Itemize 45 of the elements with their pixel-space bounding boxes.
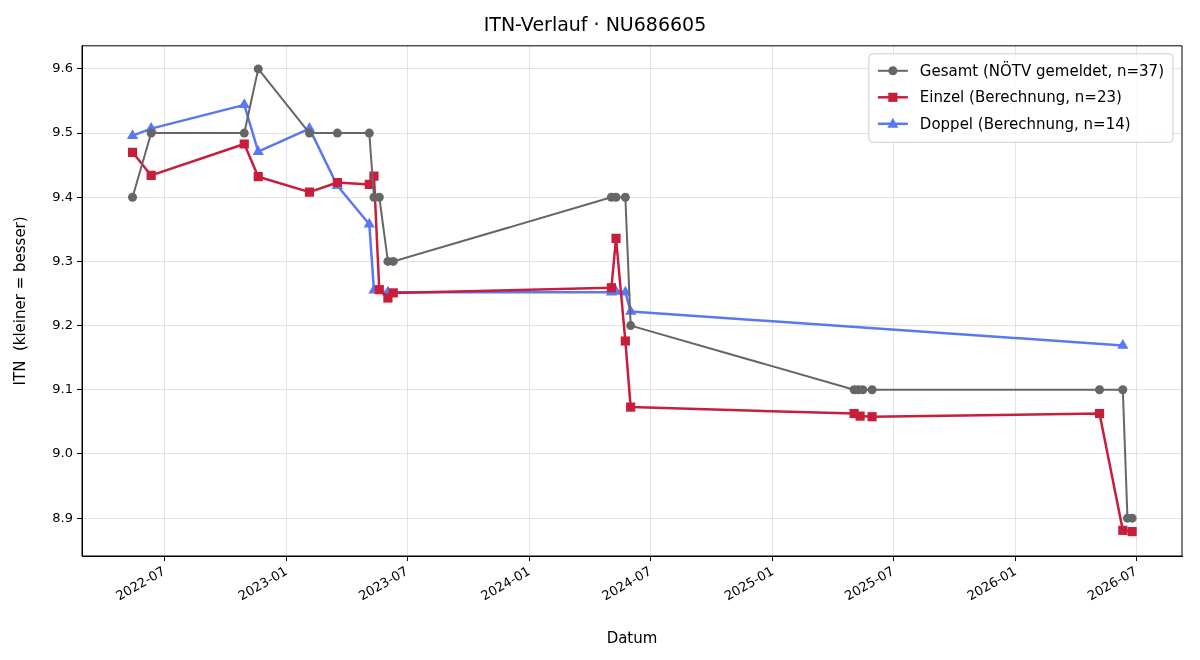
point [304,187,315,197]
point [253,64,263,74]
y-tick-label: 9.6 [52,60,73,76]
legend-label: Doppel (Berechnung, n=14) [919,114,1131,133]
point [146,170,156,181]
point [855,411,865,421]
point [374,285,384,295]
point [238,98,250,109]
point [127,147,138,157]
point [1118,385,1128,395]
point [239,139,249,149]
y-tick-label: 9.0 [52,445,73,461]
legend-label: Einzel (Berechnung, n=23) [919,88,1122,107]
chart-title: ITN-Verlauf · NU686605 [483,13,707,36]
point [867,412,877,422]
legend-label: Gesamt (NÖTV gemeldet, n=37) [919,60,1165,80]
point [611,233,621,243]
point [1095,385,1105,395]
point [304,128,314,138]
point [1127,527,1137,537]
point [252,145,264,155]
point [239,128,249,138]
point [128,192,138,202]
y-tick-label: 9.5 [52,124,73,140]
point [1094,408,1105,419]
point [126,129,139,139]
point [1118,525,1128,535]
y-tick-label: 9.3 [52,252,73,268]
y-axis-title: ITN (kleiner = besser) [10,216,29,386]
point [1117,339,1129,349]
point [146,128,156,138]
y-tick-label: 9.1 [52,381,73,397]
point [626,321,636,331]
y-tick-label: 9.4 [52,188,73,204]
point [364,128,374,138]
point [620,192,630,202]
point [332,128,342,138]
x-axis-title: Datum [606,628,658,647]
y-tick-label: 8.9 [52,509,73,525]
point [253,172,263,182]
point [626,402,636,412]
point [388,288,398,298]
point [620,336,630,346]
y-tick-label: 9.2 [52,316,73,332]
point [867,385,877,395]
